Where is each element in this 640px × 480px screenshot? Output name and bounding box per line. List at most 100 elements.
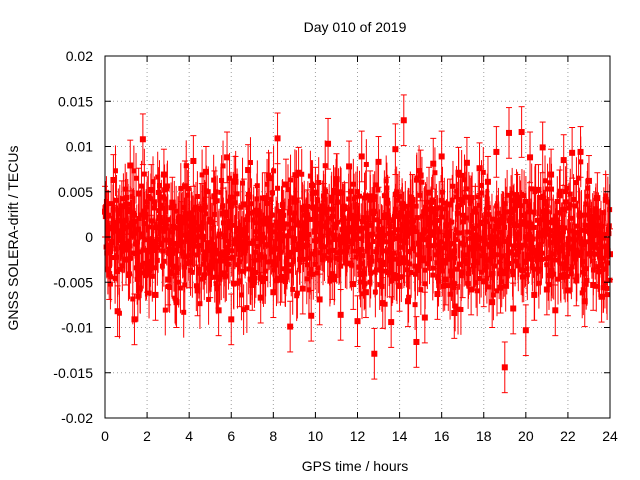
data-point [107,243,113,249]
data-point [372,194,378,200]
data-point [179,214,185,220]
data-point [181,309,187,315]
data-point [601,284,607,290]
data-point [157,182,163,188]
data-point [489,299,496,306]
data-point [196,224,202,230]
data-point [385,249,391,255]
data-point [225,198,231,204]
data-point [395,260,401,266]
data-point [315,236,321,242]
data-point [193,283,199,289]
data-point [230,194,236,200]
data-point [414,215,420,221]
data-point [564,287,571,294]
data-point [183,163,189,169]
data-point [253,207,260,214]
data-point [213,189,219,195]
data-point [490,292,496,298]
data-point [504,192,510,198]
data-point [472,208,479,215]
data-point [143,212,149,218]
data-point [127,162,134,169]
data-point [478,221,484,227]
data-point [581,242,587,248]
data-point [534,258,540,264]
data-point [442,282,448,288]
data-point [299,232,305,238]
data-point [288,177,294,183]
data-point [142,214,148,220]
data-point [470,235,476,241]
data-point [406,294,412,300]
data-point [202,256,208,262]
data-point [557,188,563,194]
x-tick-label: 24 [602,428,618,444]
data-point [422,281,428,287]
data-point [359,218,365,224]
data-point [434,217,440,223]
data-point [359,246,365,252]
data-point [170,250,176,256]
data-point [419,179,425,185]
data-point [475,194,481,200]
y-tick-label: -0.005 [53,274,93,290]
data-point [176,279,182,285]
data-point [137,249,143,255]
data-point [387,270,393,276]
data-point [396,282,403,289]
data-point [386,231,392,237]
data-point [409,196,416,203]
data-point [407,261,413,267]
data-point [571,196,577,202]
data-point [220,220,226,226]
data-point [594,195,601,202]
data-point [261,195,268,202]
data-point [225,261,231,267]
data-point [400,117,407,124]
data-point [203,252,209,258]
data-point [514,196,521,203]
data-point [458,307,464,313]
data-point [196,270,202,276]
data-point [416,168,422,174]
data-point [228,316,235,323]
data-point [165,217,171,223]
data-point [436,278,442,284]
data-point [494,252,500,258]
data-point [247,160,253,166]
data-point [257,225,263,231]
data-point [363,193,369,199]
data-point [441,245,447,251]
data-point [307,173,313,179]
data-point [412,302,418,308]
data-point [248,277,254,283]
data-point [198,276,204,282]
x-tick-label: 14 [392,428,408,444]
data-point [547,180,553,186]
data-point [465,229,471,235]
data-point [110,176,117,183]
data-point [291,198,298,205]
data-point [416,252,422,258]
data-point [468,286,475,293]
x-tick-label: 6 [227,428,235,444]
data-point [577,249,583,255]
data-point [225,244,231,250]
data-point [309,251,315,257]
data-point [162,196,168,202]
data-point [167,284,173,290]
data-point [418,287,424,293]
data-point [186,259,193,266]
data-point [430,160,437,167]
data-point [282,221,288,227]
data-point [335,219,341,225]
data-point [244,217,250,223]
data-point [413,229,419,235]
data-point [189,243,195,249]
data-point [451,281,457,287]
data-point [259,232,265,238]
data-point [471,225,477,231]
data-point [480,169,486,175]
data-point [187,238,193,244]
